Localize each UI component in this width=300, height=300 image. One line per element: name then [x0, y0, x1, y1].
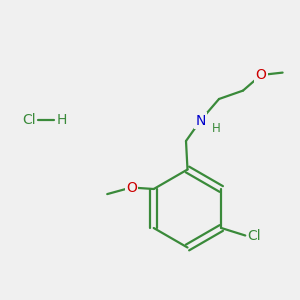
Text: O: O [126, 181, 137, 194]
Text: Cl: Cl [22, 113, 36, 127]
Text: H: H [212, 122, 220, 135]
Text: Cl: Cl [248, 229, 261, 242]
Text: N: N [195, 114, 206, 128]
Text: O: O [256, 68, 266, 82]
Text: H: H [56, 113, 67, 127]
